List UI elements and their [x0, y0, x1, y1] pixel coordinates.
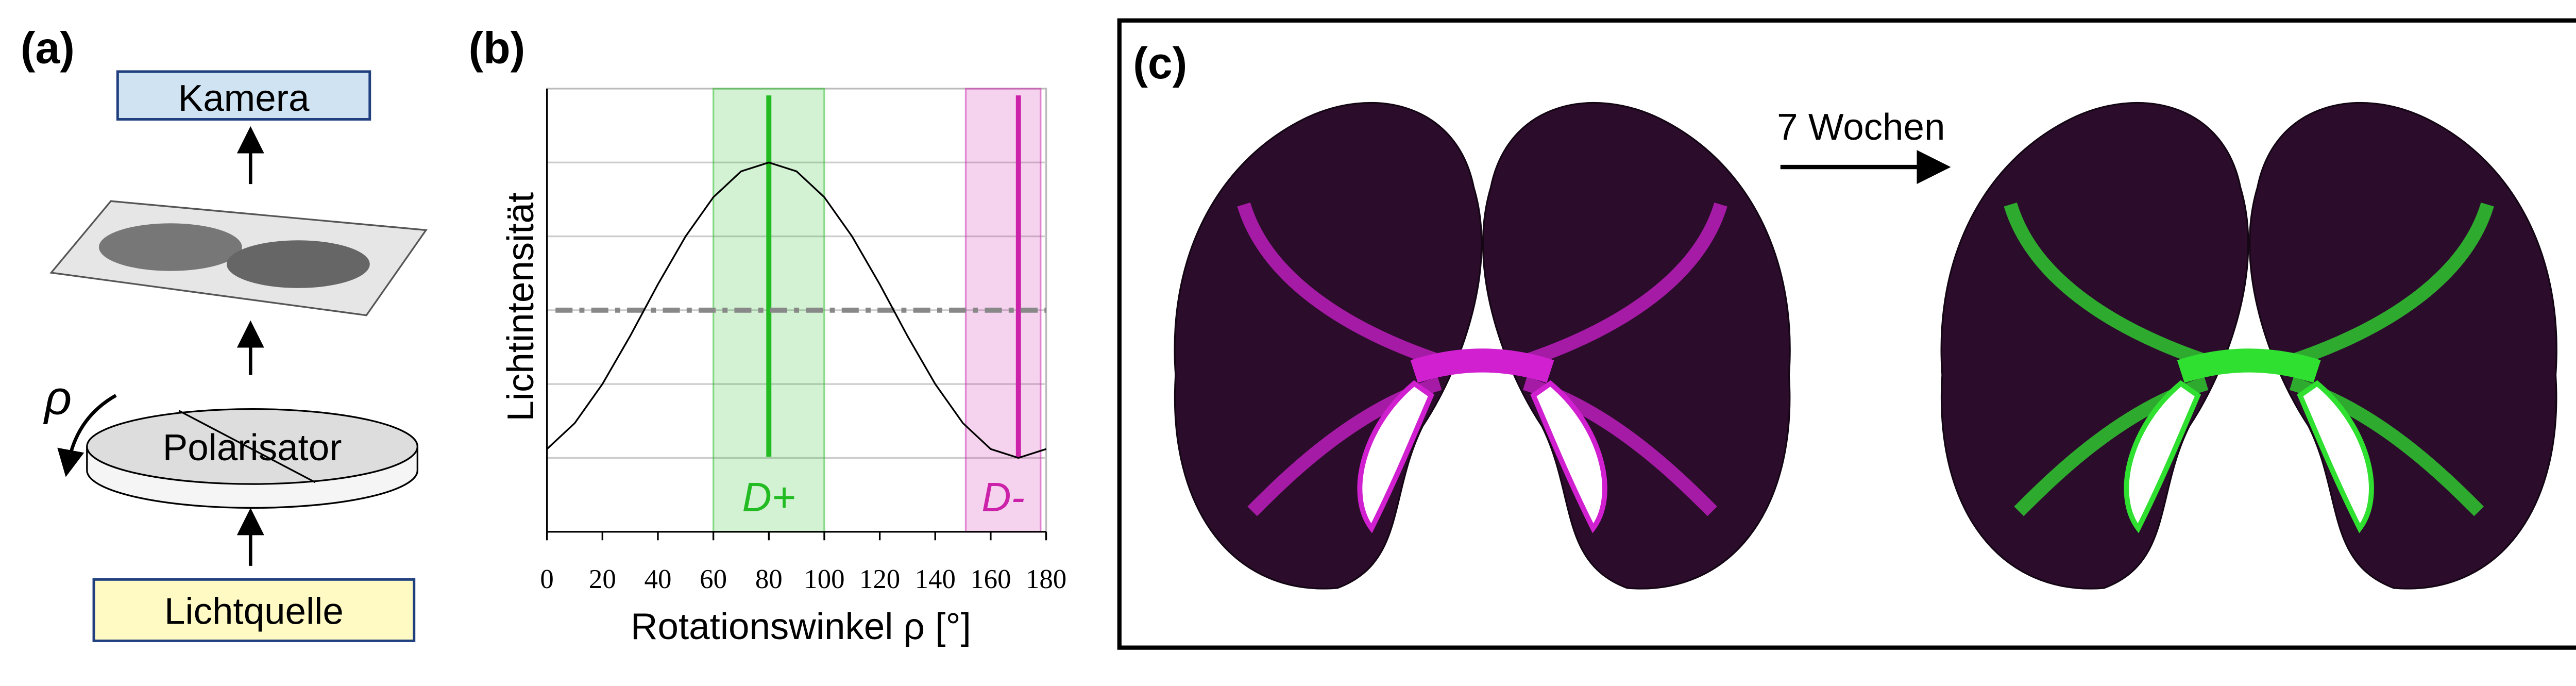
- corpus-callosum: [2177, 348, 2321, 383]
- x-tick-label: 180: [1026, 564, 1066, 594]
- rotation-arrow: [57, 394, 117, 477]
- x-tick-label: 40: [645, 564, 672, 594]
- ventricle: [1357, 380, 1435, 533]
- region-label: D+: [742, 474, 795, 520]
- camera-label: Kamera: [178, 77, 310, 119]
- panel-label: (c): [1133, 39, 1187, 88]
- sample-texture: [98, 223, 242, 271]
- sample-texture: [226, 240, 370, 288]
- brain-section-before: [1174, 102, 1791, 590]
- panel-a: (a) Kamera Polarisator ρ Lichtquelle: [21, 23, 428, 642]
- ventricle: [2297, 380, 2374, 533]
- brain-section-after: [1940, 102, 2557, 590]
- panel-c: (c) 7 Wochen: [1117, 18, 2576, 650]
- intensity-curve: [546, 161, 1047, 459]
- x-tick-label: 140: [915, 564, 956, 594]
- ventricle: [2124, 380, 2201, 533]
- source-label: Lichtquelle: [164, 590, 344, 632]
- panel-label: (b): [469, 23, 526, 73]
- corpus-callosum: [1410, 348, 1554, 383]
- ventricle: [1530, 380, 1607, 533]
- arrow-text: 7 Wochen: [1777, 106, 1945, 148]
- x-tick-label: 160: [970, 564, 1011, 594]
- polarizer-label: Polarisator: [163, 427, 342, 469]
- rho-symbol: ρ: [43, 371, 72, 425]
- region-label: D-: [981, 474, 1025, 520]
- panel-label: (a): [21, 23, 75, 73]
- polarizer-axis: [178, 410, 316, 483]
- x-tick-label: 60: [700, 564, 727, 594]
- x-tick-label: 100: [804, 564, 844, 594]
- polarizer: [86, 408, 418, 485]
- camera-box: [116, 70, 371, 121]
- x-tick-label: 0: [540, 564, 553, 594]
- x-axis-label: Rotationswinkel ρ [°]: [631, 606, 971, 647]
- y-axis-label: Lichtintensität: [500, 192, 541, 422]
- panel-b: (b) Rotationswinkel ρ [°] Lichtintensitä…: [469, 23, 1067, 647]
- x-tick-label: 80: [755, 564, 783, 594]
- x-tick-label: 120: [859, 564, 900, 594]
- x-tick-label: 20: [589, 564, 616, 594]
- source-box: [92, 578, 416, 642]
